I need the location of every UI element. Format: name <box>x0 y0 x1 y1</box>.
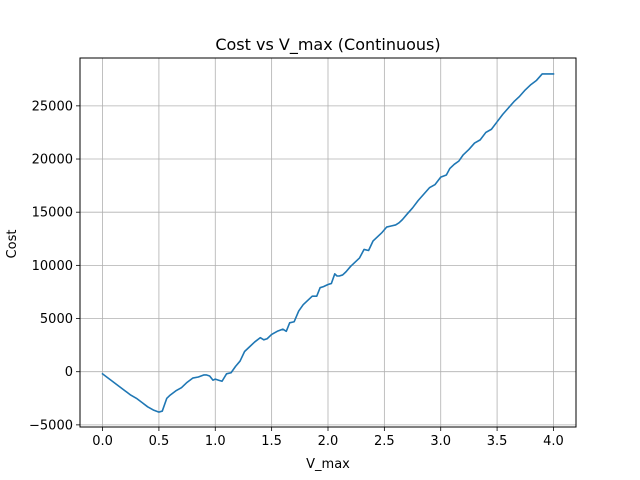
x-tick-label: 1.5 <box>261 434 282 449</box>
x-tick-label: 2.5 <box>374 434 395 449</box>
y-axis-label: Cost <box>5 230 20 259</box>
ticks: 0.0 0.5 1.0 1.5 2.0 2.5 3.0 3.5 4.0 −5000 0 5000 100… <box>29 99 564 449</box>
x-tick-label: 0.0 <box>92 434 113 449</box>
x-tick-label: 3.5 <box>487 434 508 449</box>
series-layer <box>101 73 555 413</box>
series-line <box>101 73 555 413</box>
y-tick-label: 0 <box>65 365 73 380</box>
x-axis-label: V_max <box>306 457 350 472</box>
x-tick-label: 0.5 <box>149 434 170 449</box>
grid <box>80 58 576 427</box>
x-tick-label: 2.0 <box>318 434 339 449</box>
x-tick-label: 3.0 <box>430 434 451 449</box>
y-tick-label: 15000 <box>32 206 73 221</box>
y-tick-label: 25000 <box>32 99 73 114</box>
y-tick-label: 10000 <box>32 259 73 274</box>
chart-title: Cost vs V_max (Continuous) <box>215 35 440 55</box>
y-tick-label: 5000 <box>40 312 73 327</box>
y-tick-label: 20000 <box>32 153 73 168</box>
y-tick-label: −5000 <box>29 418 73 433</box>
x-tick-label: 1.0 <box>205 434 226 449</box>
x-tick-label: 4.0 <box>543 434 564 449</box>
